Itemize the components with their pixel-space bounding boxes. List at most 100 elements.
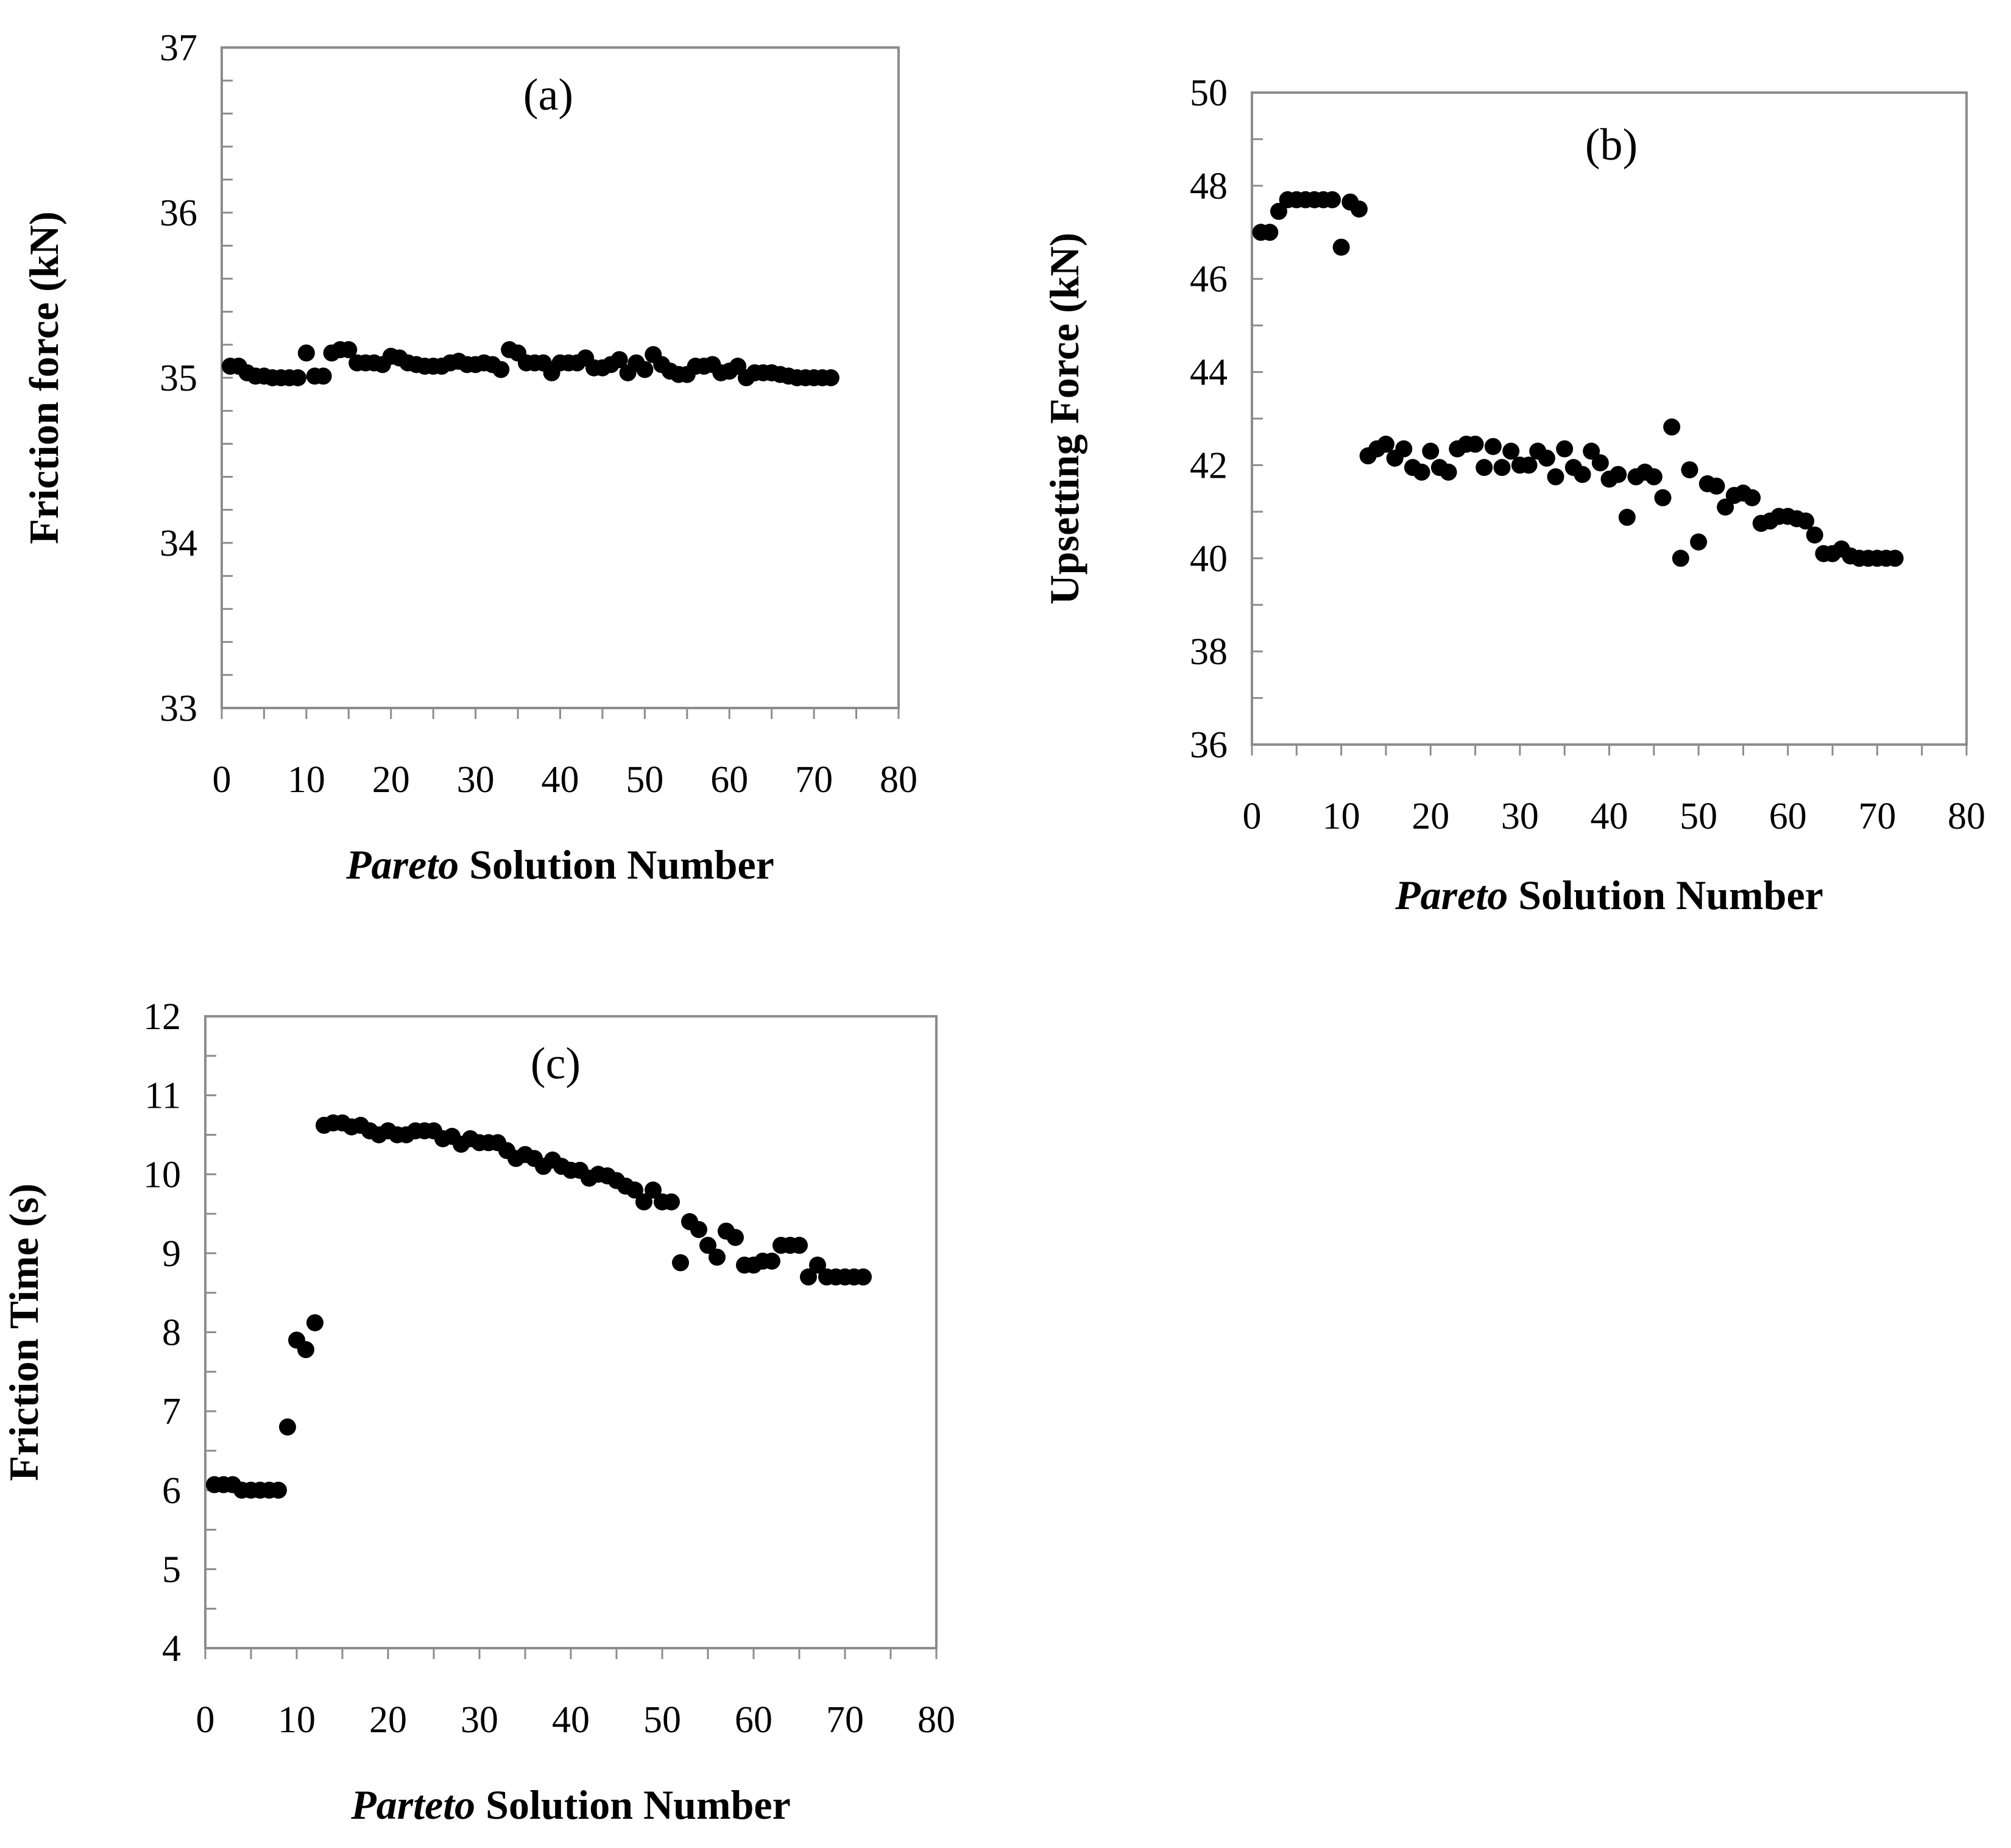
data-point <box>1538 449 1555 467</box>
data-point <box>1574 466 1591 483</box>
data-point <box>1476 459 1493 476</box>
x-tick-label: 60 <box>1769 796 1807 837</box>
y-tick-label: 44 <box>1190 352 1228 394</box>
y-tick-label: 8 <box>162 1312 181 1354</box>
chart-panel-c: 4 5 6 7 8 9 10 11 12 0 10 20 30 40 50 60 70 80 (c) Parteto … <box>1 996 955 1828</box>
data-point <box>1672 550 1689 567</box>
data-point <box>1484 437 1502 455</box>
data-point <box>289 369 306 386</box>
data-point <box>1547 468 1564 486</box>
x-tick-label: 60 <box>710 759 748 801</box>
data-point <box>1654 489 1672 506</box>
x-tick-label: 60 <box>735 1699 772 1741</box>
data-point <box>1690 533 1708 551</box>
x-tick-label: 0 <box>196 1699 215 1741</box>
data-point <box>1493 459 1511 476</box>
y-tick-label: 33 <box>160 688 197 729</box>
data-point <box>1744 489 1761 506</box>
chart-panel-a: 33 34 35 36 37 0 10 20 30 40 50 60 70 80 (a) Pareto Sol… <box>21 27 917 888</box>
data-point <box>635 1193 652 1211</box>
data-point <box>1556 440 1574 458</box>
data-point <box>1502 442 1520 460</box>
y-tick-label: 48 <box>1190 166 1228 207</box>
y-axis-title: Upsetting Force (kN) <box>1041 233 1087 605</box>
y-tick-label: 10 <box>143 1154 181 1195</box>
data-point <box>1466 436 1484 453</box>
data-point <box>306 1314 323 1331</box>
x-tick-label: 70 <box>1858 796 1896 837</box>
data-point <box>1332 238 1350 256</box>
y-tick-label: 36 <box>160 193 197 234</box>
data-point <box>1618 509 1636 526</box>
x-tick-label: 70 <box>795 759 833 801</box>
data-point <box>809 1256 826 1274</box>
data-point <box>672 1254 689 1272</box>
y-tick-label: 40 <box>1190 538 1228 579</box>
data-point <box>1806 526 1823 544</box>
y-tick-label: 35 <box>160 358 197 399</box>
x-tick-label: 10 <box>1323 796 1360 837</box>
data-point <box>800 1268 817 1286</box>
data-point <box>699 1236 716 1254</box>
x-axis-title-rest: Solution Number <box>475 1782 791 1828</box>
data-point <box>1270 202 1287 220</box>
data-point <box>1645 468 1663 486</box>
panel-title: (c) <box>531 1039 581 1089</box>
x-axis-title: Pareto Solution Number <box>1394 872 1823 918</box>
data-point <box>1610 466 1627 483</box>
x-tick-label: 50 <box>1680 796 1717 837</box>
y-tick-label: 42 <box>1190 445 1228 486</box>
data-point <box>626 1181 643 1199</box>
data-point <box>1797 512 1815 530</box>
data-point <box>855 1268 872 1286</box>
data-point <box>1413 463 1430 481</box>
data-point <box>1261 224 1279 241</box>
data-point <box>1591 454 1609 472</box>
y-tick-label: 6 <box>162 1470 181 1512</box>
x-tick-label: 50 <box>626 759 663 801</box>
x-tick-label: 40 <box>1591 796 1628 837</box>
x-tick-label: 20 <box>1412 796 1449 837</box>
x-tick-label: 0 <box>1243 796 1262 837</box>
panel-title: (a) <box>523 70 573 120</box>
x-axis-title: Pareto Solution Number <box>345 841 774 888</box>
x-tick-label: 40 <box>542 759 579 801</box>
y-axis-title: Friction force (kN) <box>21 211 67 544</box>
x-axis-title-rest: Solution Number <box>1508 872 1823 918</box>
data-point <box>610 351 628 369</box>
x-axis-title-italic: Pareto <box>1394 872 1508 918</box>
y-tick-label: 7 <box>162 1391 181 1432</box>
x-tick-label: 0 <box>213 759 231 801</box>
data-point <box>1377 436 1394 453</box>
data-point <box>791 1236 808 1254</box>
x-tick-label: 40 <box>552 1699 590 1741</box>
x-tick-label: 20 <box>369 1699 407 1741</box>
data-point <box>279 1418 296 1436</box>
panel-title: (b) <box>1585 120 1638 170</box>
data-point <box>1520 456 1538 474</box>
x-tick-label: 50 <box>643 1699 681 1741</box>
data-point <box>690 1220 707 1238</box>
x-axis-title-rest: Solution Number <box>459 841 774 888</box>
plot-frame <box>204 1015 938 1649</box>
data-point <box>1886 550 1904 567</box>
data-point <box>645 1181 662 1199</box>
x-axis-title-italic: Pareto <box>345 841 459 888</box>
data-point <box>340 341 358 358</box>
data-point <box>297 1341 314 1359</box>
y-tick-label: 37 <box>160 27 197 69</box>
data-point <box>270 1481 287 1499</box>
y-tick-label: 34 <box>160 523 197 564</box>
data-point <box>1708 477 1725 495</box>
y-tick-label: 12 <box>143 996 181 1038</box>
data-point <box>727 1228 744 1246</box>
data-point <box>1350 200 1368 218</box>
data-point <box>636 361 654 378</box>
x-tick-label: 10 <box>288 759 325 801</box>
data-point <box>763 1252 780 1270</box>
data-point <box>1583 442 1600 460</box>
y-tick-label: 50 <box>1190 73 1228 114</box>
y-tick-label: 46 <box>1190 259 1228 300</box>
data-point <box>709 1248 726 1266</box>
